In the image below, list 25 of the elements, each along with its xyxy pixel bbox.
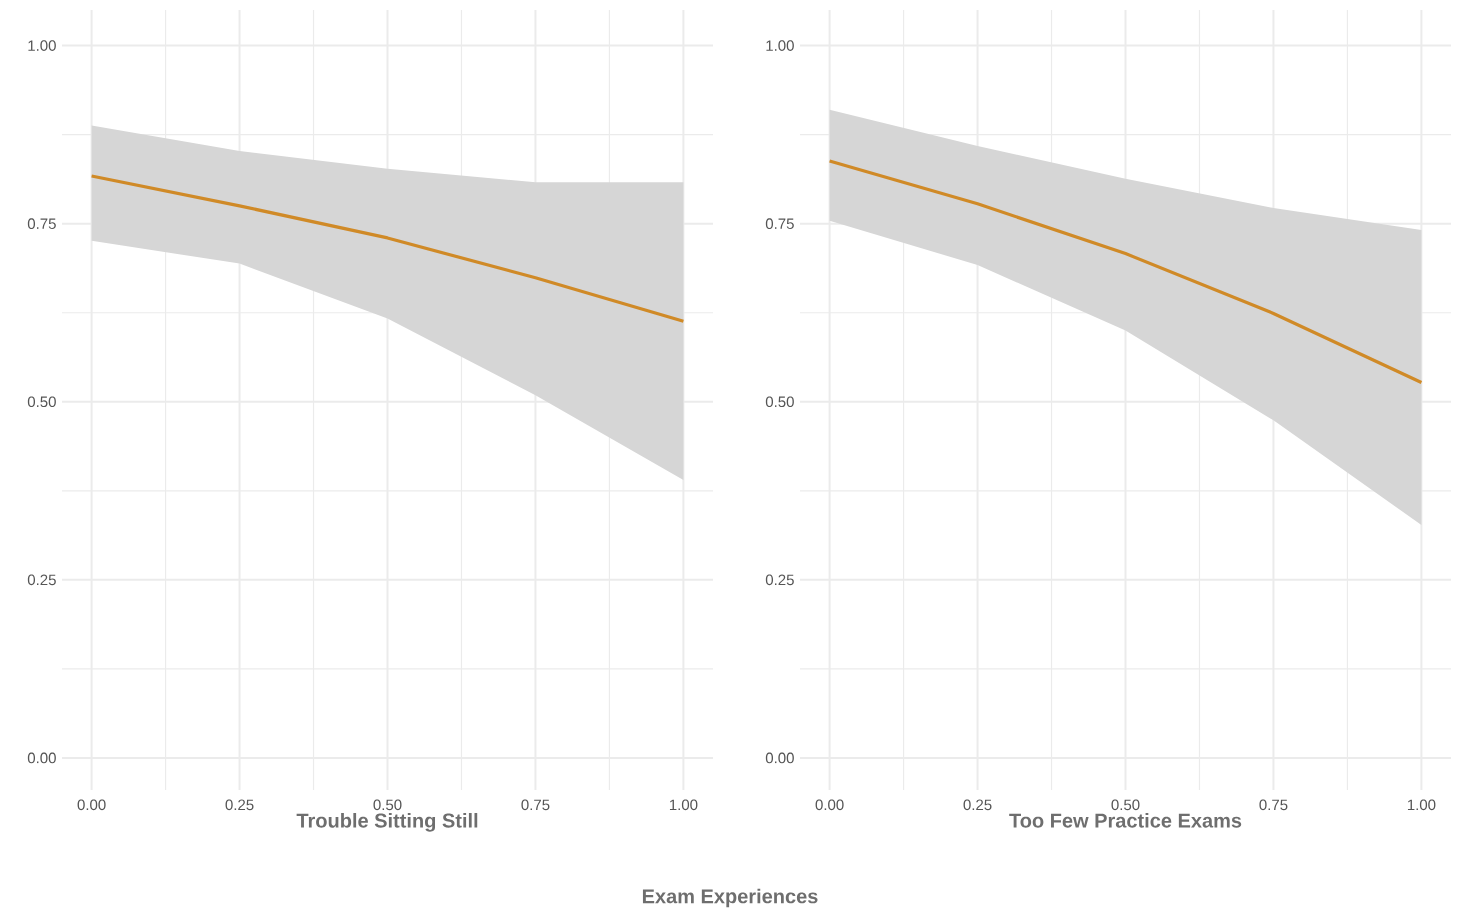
x-tick-label: 0.25	[225, 799, 254, 811]
x-tick-label: 0.00	[77, 799, 106, 811]
x-tick-label: 1.00	[1407, 799, 1436, 811]
line-series	[828, 159, 1424, 385]
text: Exam Experiences	[642, 888, 818, 908]
x-axis-title: Too Few Practice Exams	[1009, 813, 1242, 828]
y-tick-label: 0.25	[27, 574, 56, 586]
x-tick-label: 1.00	[669, 799, 698, 811]
x-tick-label: 0.00	[815, 799, 844, 811]
y-tick-label: 0.00	[27, 752, 56, 764]
x-tick-label: 0.75	[521, 799, 550, 811]
y-tick-label: 0.50	[765, 396, 794, 408]
y-tick-label: 0.50	[27, 396, 56, 408]
line-series	[90, 174, 686, 323]
x-tick-label: 0.50	[373, 799, 402, 811]
y-tick-label: 0.75	[765, 218, 794, 229]
x-axis-title: Trouble Sitting Still	[296, 813, 478, 832]
y-tick-label: 1.00	[766, 40, 794, 51]
x-tick-label: 0.50	[1111, 799, 1140, 811]
x-tick-label: 0.75	[1259, 799, 1288, 811]
y-tick-label: 0.00	[765, 752, 794, 764]
x-tick-label: 0.25	[963, 799, 992, 811]
y-tick-label: 0.25	[765, 574, 794, 586]
y-tick-label: 1.00	[28, 40, 56, 51]
y-tick-label: 0.75	[27, 218, 56, 229]
